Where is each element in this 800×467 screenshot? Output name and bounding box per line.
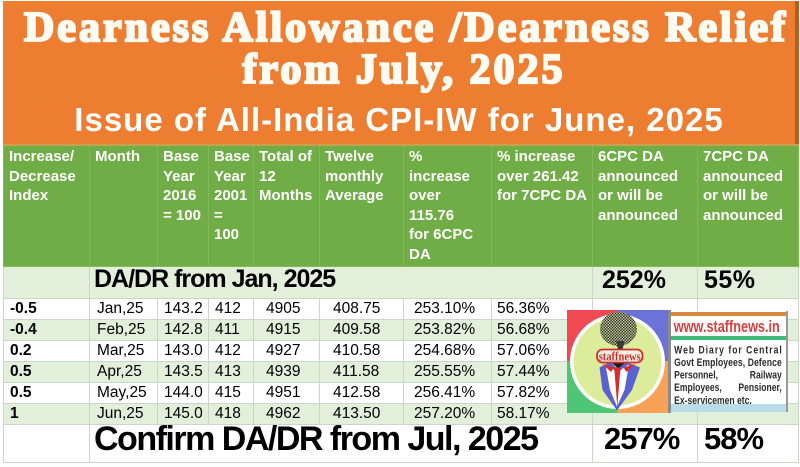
- svg-text:Pensioner,: Pensioner,: [738, 382, 782, 394]
- svg-text:Employees,: Employees,: [674, 382, 722, 394]
- svg-text:Govt Employees, Defence: Govt Employees, Defence: [674, 357, 782, 369]
- svg-text:Railway: Railway: [750, 369, 782, 381]
- svg-text:staffnews: staffnews: [599, 350, 641, 364]
- svg-text:Ex-servicemen etc.: Ex-servicemen etc.: [674, 394, 752, 406]
- svg-text:Personnel,: Personnel,: [674, 369, 718, 381]
- svg-text:www.staffnews.in: www.staffnews.in: [673, 317, 780, 335]
- svg-text:Web Diary for Central: Web Diary for Central: [674, 344, 782, 356]
